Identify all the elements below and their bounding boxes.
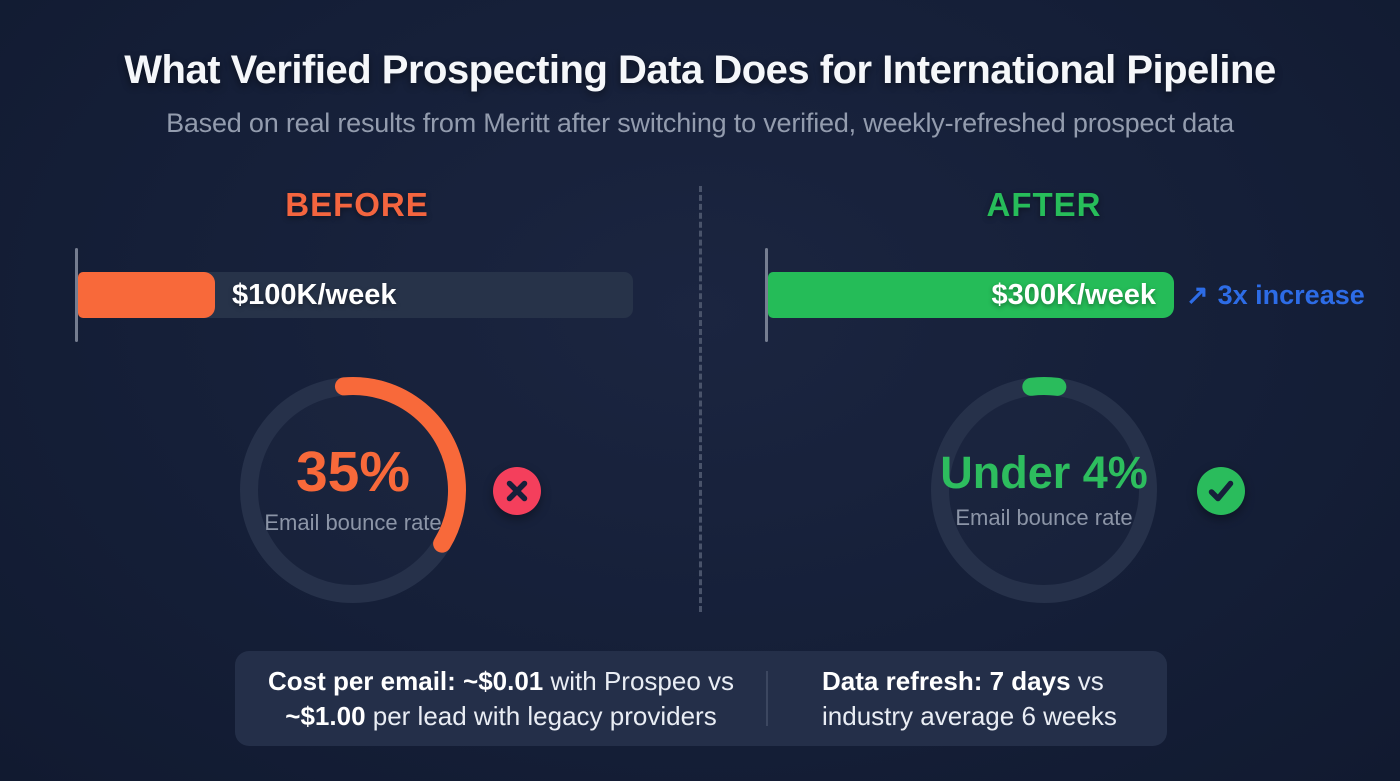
footer-stats-panel: Cost per email: ~$0.01 with Prospeo vs ~… (235, 651, 1167, 746)
cost-rest-1: with Prospeo vs (543, 666, 735, 696)
x-icon (506, 480, 528, 502)
before-bounce-arc (240, 377, 466, 603)
refresh-stat-line2: industry average 6 weeks (822, 701, 1117, 731)
before-bar-axis (75, 248, 78, 342)
after-bounce-value: Under 4% (940, 446, 1148, 498)
after-bar-fill: $300K/week (768, 272, 1174, 318)
before-donut-center: 35% Email bounce rate (223, 360, 483, 620)
after-bar-axis (765, 248, 768, 342)
page-title: What Verified Prospecting Data Does for … (124, 48, 1276, 92)
cost-bold-1: Cost per email: ~$0.01 (267, 666, 544, 696)
stats-divider (766, 671, 768, 726)
refresh-rest-1: vs (1070, 666, 1104, 696)
before-bounce-value: 35% (295, 440, 411, 504)
success-badge (1197, 467, 1245, 515)
after-label: AFTER (986, 186, 1102, 223)
after-bounce-label: Email bounce rate (955, 504, 1133, 530)
after-donut-center: Under 4% Email bounce rate (914, 360, 1174, 620)
before-bounce-donut (240, 377, 466, 603)
cost-stat: Cost per email: ~$0.01 with Prospeo vs ~… (235, 664, 767, 734)
increase-annotation: ↗ 3x increase (1186, 272, 1365, 318)
column-divider (699, 186, 702, 612)
before-bar-value: $100K/week (232, 279, 397, 311)
after-bounce-arc (931, 377, 1157, 603)
refresh-stat-line1: Data refresh: 7 days vs (822, 664, 1152, 699)
increase-text: 3x increase (1217, 279, 1365, 310)
before-bounce-label: Email bounce rate (264, 510, 442, 535)
cost-stat-line1: Cost per email: ~$0.01 with Prospeo vs (235, 664, 767, 699)
cost-stat-line2: ~$1.00 per lead with legacy providers (235, 699, 767, 734)
refresh-stat: Data refresh: 7 days vs industry average… (822, 664, 1152, 734)
cost-rest-2: per lead with legacy providers (365, 701, 717, 731)
refresh-bold-1: Data refresh: 7 days (822, 666, 1071, 696)
after-bar-value: $300K/week (991, 278, 1156, 311)
before-bar-track (78, 272, 633, 318)
check-icon (1208, 480, 1234, 502)
page-subtitle: Based on real results from Meritt after … (166, 108, 1234, 138)
after-bounce-donut (931, 377, 1157, 603)
cost-bold-2: ~$1.00 (285, 701, 366, 731)
before-bar-fill (78, 272, 215, 318)
trend-up-icon: ↗ (1186, 279, 1209, 310)
before-label: BEFORE (285, 186, 429, 223)
error-badge (493, 467, 541, 515)
